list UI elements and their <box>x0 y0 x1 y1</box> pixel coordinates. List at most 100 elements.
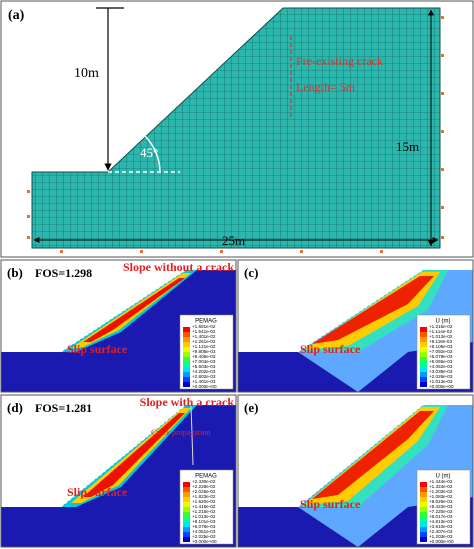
legend: U (m)+1.216e-02+1.114e-02+1.013e-02+9.11… <box>416 314 471 390</box>
legend-value: +1.216e-02 <box>429 324 453 329</box>
legend-swatch <box>420 342 427 347</box>
width-label: 25m <box>222 233 245 248</box>
slip-line <box>297 404 424 508</box>
legend-swatch <box>183 502 190 507</box>
panel-frame <box>237 394 474 548</box>
legend-value: +6.078e-03 <box>429 354 453 359</box>
legend-swatch <box>420 502 427 507</box>
legend-swatch <box>420 337 427 342</box>
legend: PEMAG+2.430e-02+2.228e-02+2.025e-02+1.82… <box>179 469 234 545</box>
legend-title: U (m) <box>436 474 451 480</box>
legend-value: +2.228e-02 <box>192 484 216 489</box>
legend-swatch <box>420 497 427 502</box>
legend-swatch <box>420 377 427 382</box>
legend-value: +4.051e-03 <box>192 529 216 534</box>
legend-value: +5.603e-03 <box>192 364 216 369</box>
legend-swatch <box>183 482 190 487</box>
legend-value: +1.418e-02 <box>192 504 216 509</box>
legend-swatch <box>183 362 190 367</box>
slip-line <box>60 404 187 508</box>
result-panel: (d) FOS=1.281 Slope with a crack Crack prop… <box>0 394 237 548</box>
legend-value: +6.017e-03 <box>429 514 453 519</box>
legend-swatch <box>183 537 190 542</box>
legend-swatch <box>183 377 190 382</box>
legend-swatch <box>183 332 190 337</box>
legend-value: +1.620e-02 <box>192 499 216 504</box>
fos-label: FOS=1.281 <box>35 401 92 415</box>
legend-value: +0.000e+00 <box>192 384 217 389</box>
legend-swatch <box>183 522 190 527</box>
legend-swatch <box>183 497 190 502</box>
legend-value: +0.000e+00 <box>192 539 217 544</box>
fos-label: FOS=1.298 <box>35 266 92 280</box>
legend-value: +8.101e-03 <box>192 519 216 524</box>
legend-value: +1.013e-02 <box>429 334 453 339</box>
legend-swatch <box>420 332 427 337</box>
panel-content <box>238 395 473 547</box>
panel-label: (d) <box>7 400 23 415</box>
legend-swatch <box>420 487 427 492</box>
panel-frame <box>0 259 237 393</box>
legend-value: +8.423e-03 <box>429 504 453 509</box>
legend-value: +2.025e-03 <box>192 534 216 539</box>
legend-swatch <box>420 367 427 372</box>
note: Crack propagation <box>151 428 210 437</box>
legend-swatch <box>183 532 190 537</box>
legend-swatch <box>420 492 427 497</box>
legend-value: +7.220e-03 <box>429 509 453 514</box>
legend-value: +1.203e-02 <box>429 489 453 494</box>
boundary-markers <box>27 16 444 253</box>
angle-label: 45° <box>140 145 158 160</box>
legend-value: +0.000e+00 <box>429 384 454 389</box>
legend-swatch <box>420 507 427 512</box>
legend-swatch <box>183 527 190 532</box>
legend-title: PEMAG <box>195 474 217 480</box>
legend-swatch <box>183 352 190 357</box>
slip-label: Slip surface <box>300 497 361 511</box>
result-panel: (e) Slip surface U (m)+1.444e-02+1.324e-02… <box>237 394 474 548</box>
legend-value: +7.004e-03 <box>192 359 216 364</box>
legend-value: +2.407e-03 <box>429 529 453 534</box>
panel-label: (e) <box>244 400 258 415</box>
result-panels: (b) FOS=1.298 Slope without a crack Slip su… <box>0 259 474 548</box>
contour-red <box>312 276 434 344</box>
legend-swatch <box>420 522 427 527</box>
legend-value: +9.626e-03 <box>429 499 453 504</box>
contour-core <box>83 278 185 342</box>
legend-value: +1.121e-02 <box>192 344 216 349</box>
legend-value: +1.541e-02 <box>192 329 216 334</box>
legend-value: +8.105e-03 <box>429 344 453 349</box>
legend-value: +7.092e-03 <box>429 349 453 354</box>
legend-swatch <box>183 517 190 522</box>
legend-value: +9.805e-03 <box>192 349 216 354</box>
legend-value: +1.444e-02 <box>429 479 453 484</box>
legend-value: +2.025e-02 <box>192 489 216 494</box>
crack-length: Length= 5m <box>296 80 356 94</box>
slip-label: Slip surface <box>67 485 128 499</box>
legend-value: +4.813e-03 <box>429 519 453 524</box>
legend-value: +9.118e-03 <box>429 339 452 344</box>
legend-swatch <box>420 347 427 352</box>
legend-swatch <box>183 347 190 352</box>
legend-swatch <box>183 342 190 347</box>
legend-value: +1.203e-03 <box>429 534 453 539</box>
legend-value: +1.324e-02 <box>429 484 453 489</box>
crack-line <box>190 404 194 466</box>
contour-core <box>83 413 185 497</box>
legend-swatch <box>183 367 190 372</box>
legend-swatch <box>183 512 190 517</box>
legend-value: +2.802e-03 <box>192 374 216 379</box>
legend-swatch <box>183 372 190 377</box>
legend-value: +5.065e-03 <box>429 359 453 364</box>
height-label: 10m <box>74 66 99 81</box>
legend-title: U (m) <box>436 319 451 325</box>
legend-swatch <box>420 362 427 367</box>
legend-swatch <box>420 517 427 522</box>
legend-swatch <box>183 357 190 362</box>
legend-value: +1.215e-02 <box>192 509 216 514</box>
caption: Slope without a crack <box>123 260 234 274</box>
legend-swatch <box>420 372 427 377</box>
legend-swatch <box>183 337 190 342</box>
crack-label: Pre-existing crack <box>296 54 383 68</box>
legend-value: +4.202e-03 <box>192 369 216 374</box>
